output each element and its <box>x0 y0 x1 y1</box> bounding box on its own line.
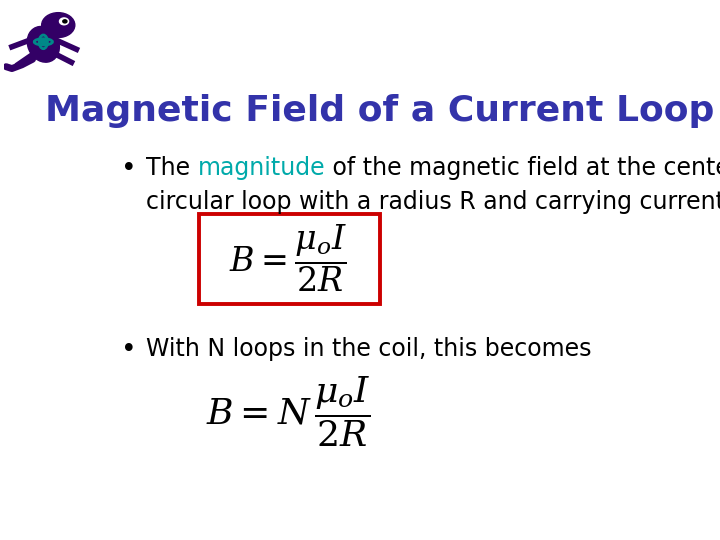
Text: magnitude: magnitude <box>197 156 325 180</box>
Text: Magnetic Field of a Current Loop: Magnetic Field of a Current Loop <box>45 94 715 128</box>
Ellipse shape <box>27 26 59 62</box>
Circle shape <box>63 20 67 23</box>
Text: $B = \dfrac{\mu_o I}{2R}$: $B = \dfrac{\mu_o I}{2R}$ <box>229 222 347 294</box>
Text: With N loops in the coil, this becomes: With N loops in the coil, this becomes <box>145 337 591 361</box>
Text: •: • <box>121 337 136 363</box>
Text: of the magnetic field at the center of a: of the magnetic field at the center of a <box>325 156 720 180</box>
Circle shape <box>60 18 68 25</box>
Text: •: • <box>121 156 136 183</box>
Circle shape <box>42 12 75 37</box>
Circle shape <box>40 39 47 44</box>
Text: circular loop with a radius R and carrying current I is: circular loop with a radius R and carryi… <box>145 191 720 214</box>
Text: $B = N\,\dfrac{\mu_o I}{2R}$: $B = N\,\dfrac{\mu_o I}{2R}$ <box>206 375 371 449</box>
Text: The: The <box>145 156 197 180</box>
